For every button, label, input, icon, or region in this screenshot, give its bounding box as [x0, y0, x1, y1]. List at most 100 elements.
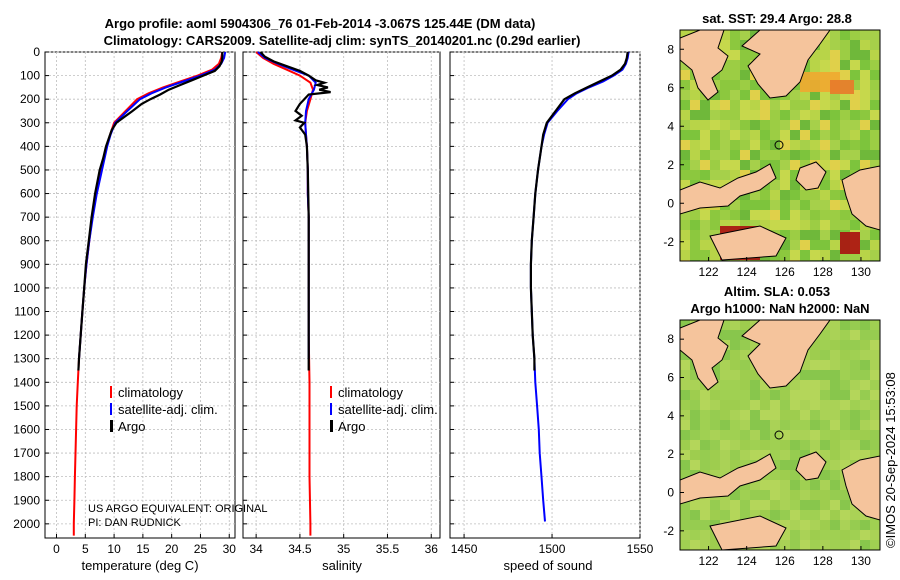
heatmap-cell — [870, 390, 880, 400]
y-tick-label: 1700 — [13, 446, 40, 460]
heatmap-cell — [720, 210, 730, 220]
heatmap-cell — [680, 390, 690, 400]
heatmap-cell — [800, 120, 810, 130]
heatmap-cell — [760, 420, 770, 430]
heatmap-cell — [820, 530, 830, 540]
heatmap-cell — [730, 210, 740, 220]
heatmap-cell — [830, 440, 840, 450]
heatmap-cell — [830, 80, 854, 94]
heatmap-cell — [740, 210, 750, 220]
heatmap-cell — [790, 490, 800, 500]
heatmap-cell — [710, 400, 720, 410]
heatmap-cell — [820, 420, 830, 430]
heatmap-cell — [780, 210, 790, 220]
heatmap-cell — [830, 220, 840, 230]
x-tick-label: 34.5 — [288, 542, 312, 556]
heatmap-cell — [760, 480, 770, 490]
heatmap-cell — [700, 250, 710, 260]
heatmap-cell — [840, 40, 850, 50]
heatmap-cell — [770, 160, 780, 170]
heatmap-cell — [720, 330, 730, 340]
heatmap-cell — [800, 210, 810, 220]
heatmap-cell — [690, 530, 700, 540]
heatmap-cell — [870, 410, 880, 420]
heatmap-cell — [780, 480, 790, 490]
heatmap-cell — [820, 360, 830, 370]
heatmap-cell — [680, 150, 690, 160]
heatmap-cell — [680, 160, 690, 170]
heatmap-cell — [790, 400, 800, 410]
heatmap-cell — [870, 130, 880, 140]
heatmap-cell — [720, 140, 730, 150]
heatmap-cell — [740, 490, 750, 500]
heatmap-cell — [790, 440, 800, 450]
x-tick-label: 34 — [249, 542, 263, 556]
y-tick-label: 1900 — [13, 493, 40, 507]
y-tick-label: 8 — [667, 42, 674, 56]
x-tick-label: 35.5 — [376, 542, 400, 556]
heatmap-cell — [740, 80, 750, 90]
heatmap-cell — [790, 130, 800, 140]
heatmap-cell — [860, 240, 870, 250]
heatmap-cell — [820, 390, 830, 400]
heatmap-cell — [780, 190, 790, 200]
heatmap-cell — [780, 470, 790, 480]
heatmap-cell — [720, 90, 730, 100]
heatmap-cell — [750, 500, 760, 510]
heatmap-cell — [830, 160, 840, 170]
heatmap-cell — [810, 370, 820, 380]
heatmap-cell — [680, 130, 690, 140]
heatmap-cell — [770, 100, 780, 110]
heatmap-cell — [700, 410, 710, 420]
heatmap-cell — [790, 410, 800, 420]
heatmap-cell — [780, 170, 790, 180]
legend-swatch-argo — [110, 420, 113, 432]
heatmap-cell — [700, 500, 710, 510]
heatmap-cell — [730, 500, 740, 510]
heatmap-cell — [850, 430, 860, 440]
legend-swatch-satellite — [110, 403, 112, 415]
watermark-text: US ARGO EQUIVALENT: ORIGINAL — [88, 503, 268, 515]
heatmap-cell — [750, 340, 760, 350]
heatmap-cell — [720, 130, 730, 140]
heatmap-cell — [680, 500, 690, 510]
heatmap-cell — [840, 150, 850, 160]
heatmap-cell — [730, 60, 740, 70]
x-axis-label: speed of sound — [504, 558, 593, 573]
x-tick-label: 20 — [165, 542, 179, 556]
heatmap-cell — [740, 400, 750, 410]
heatmap-cell — [810, 360, 820, 370]
heatmap-cell — [830, 130, 840, 140]
heatmap-cell — [830, 360, 840, 370]
heatmap-cell — [690, 160, 700, 170]
heatmap-cell — [710, 540, 720, 550]
heatmap-cell — [720, 370, 730, 380]
legend-swatch-climatology — [110, 386, 112, 398]
heatmap-cell — [720, 400, 730, 410]
heatmap-cell — [700, 540, 710, 550]
heatmap-cell — [710, 460, 720, 470]
heatmap-cell — [810, 410, 820, 420]
heatmap-cell — [840, 450, 850, 460]
y-tick-label: 400 — [20, 139, 40, 153]
legend-swatch-argo — [330, 420, 333, 432]
heatmap-cell — [680, 450, 690, 460]
land-seram-buru — [709, 515, 787, 550]
heatmap-cell — [680, 30, 690, 40]
heatmap-cell — [710, 210, 720, 220]
heatmap-cell — [700, 100, 710, 110]
heatmap-cell — [870, 40, 880, 50]
heatmap-cell — [860, 540, 870, 550]
heatmap-cell — [790, 420, 800, 430]
heatmap-cell — [850, 360, 860, 370]
heatmap-cell — [680, 380, 690, 390]
y-tick-label: 1000 — [13, 281, 40, 295]
heatmap-cell — [690, 510, 700, 520]
heatmap-cell — [780, 200, 790, 210]
heatmap-cell — [690, 540, 700, 550]
heatmap-cell — [840, 232, 860, 254]
heatmap-cell — [860, 160, 870, 170]
heatmap-cell — [700, 140, 710, 150]
heatmap-cell — [740, 410, 750, 420]
heatmap-cell — [760, 500, 770, 510]
